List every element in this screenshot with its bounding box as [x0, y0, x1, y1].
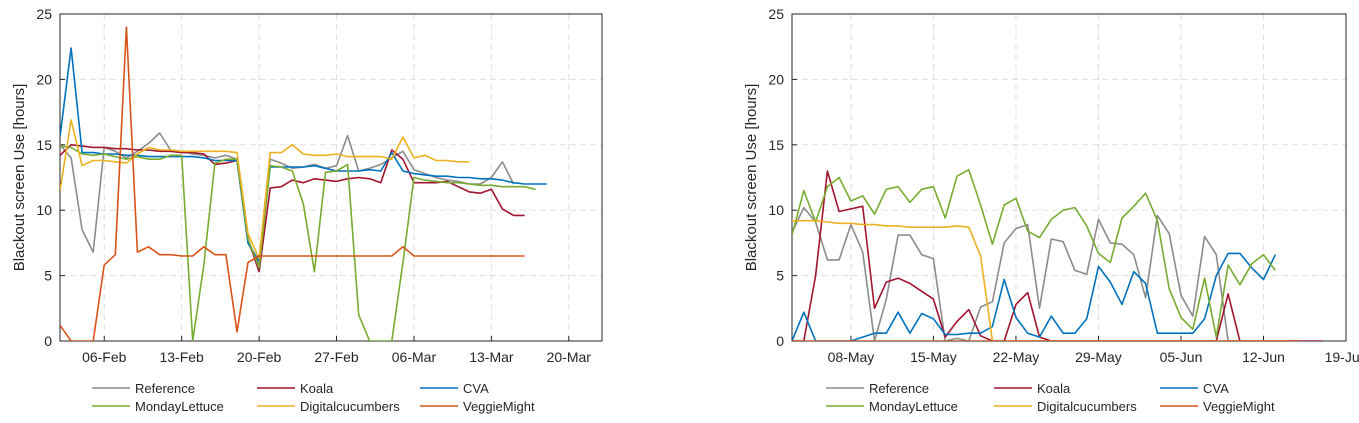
series-line-veggiemight — [60, 26, 525, 341]
x-tick-label: 06-Feb — [82, 349, 127, 365]
y-tick-label: 5 — [44, 268, 52, 284]
legend-label-koala: Koala — [1037, 381, 1071, 396]
plot-area — [792, 14, 1346, 341]
y-tick-label: 20 — [36, 71, 52, 87]
axes-box — [59, 13, 603, 342]
y-tick-label: 25 — [36, 6, 52, 22]
x-tick-label: 27-Feb — [314, 349, 359, 365]
legend-label-mondaylettuce: MondayLettuce — [869, 399, 958, 414]
x-tick-label: 06-Mar — [392, 349, 437, 365]
chart-left: 0 5 10 15 20 25 06-Feb 13-Feb 20-Feb 27-Feb 06-Mar… — [11, 6, 603, 414]
x-tick-label: 22-May — [993, 349, 1040, 365]
series-line-digitalcucumbers — [792, 219, 1288, 341]
series-line-koala — [60, 144, 525, 273]
x-tick-label: 13-Feb — [159, 349, 204, 365]
y-axis-label: Blackout screen Use [hours] — [743, 84, 760, 272]
y-tick-label: 10 — [36, 202, 52, 218]
series-line-mondaylettuce — [60, 145, 536, 341]
series-group — [792, 168, 1323, 341]
x-tick-label: 19-Jun — [1325, 349, 1359, 365]
y-tick-label: 25 — [768, 6, 784, 22]
plot-area — [60, 14, 602, 341]
x-tick-label: 05-Jun — [1160, 349, 1203, 365]
y-tick-label: 0 — [776, 333, 784, 349]
y-axis-label: Blackout screen Use [hours] — [11, 84, 28, 272]
x-tick-label: 20-Mar — [547, 349, 592, 365]
legend-label-mondaylettuce: MondayLettuce — [135, 399, 224, 414]
x-tick-label: 20-Feb — [237, 349, 282, 365]
x-tick-label: 29-May — [1075, 349, 1122, 365]
series-line-cva — [60, 47, 547, 262]
series-line-mondaylettuce — [792, 168, 1276, 338]
legend-label-reference: Reference — [135, 381, 195, 396]
series-line-reference — [60, 132, 515, 266]
series-line-cva — [792, 252, 1277, 341]
x-tick-label: 13-Mar — [469, 349, 514, 365]
y-tick-label: 15 — [36, 137, 52, 153]
series-line-koala — [792, 170, 1323, 341]
legend-label-reference: Reference — [869, 381, 929, 396]
legend-label-digitalcucumbers: Digitalcucumbers — [1037, 399, 1137, 414]
legend-label-cva: CVA — [463, 381, 489, 396]
legend-label-veggiemight: VeggieMight — [463, 399, 535, 414]
legend-label-cva: CVA — [1203, 381, 1229, 396]
x-tick-label: 15-May — [910, 349, 957, 365]
legend-label-digitalcucumbers: Digitalcucumbers — [300, 399, 400, 414]
y-tick-label: 5 — [776, 268, 784, 284]
y-tick-label: 20 — [768, 71, 784, 87]
legend-label-koala: Koala — [300, 381, 334, 396]
series-group — [60, 26, 547, 341]
y-tick-label: 0 — [44, 333, 52, 349]
x-tick-label: 12-Jun — [1242, 349, 1285, 365]
y-tick-label: 10 — [768, 202, 784, 218]
chart-right: 0 5 10 15 20 25 08-May 15-May 22-May 29-May 05-Jun… — [743, 6, 1359, 414]
x-tick-label: 08-May — [828, 349, 875, 365]
series-line-digitalcucumbers — [60, 119, 470, 260]
series-line-reference — [792, 206, 1240, 341]
legend-label-veggiemight: VeggieMight — [1203, 399, 1275, 414]
y-tick-label: 15 — [768, 137, 784, 153]
